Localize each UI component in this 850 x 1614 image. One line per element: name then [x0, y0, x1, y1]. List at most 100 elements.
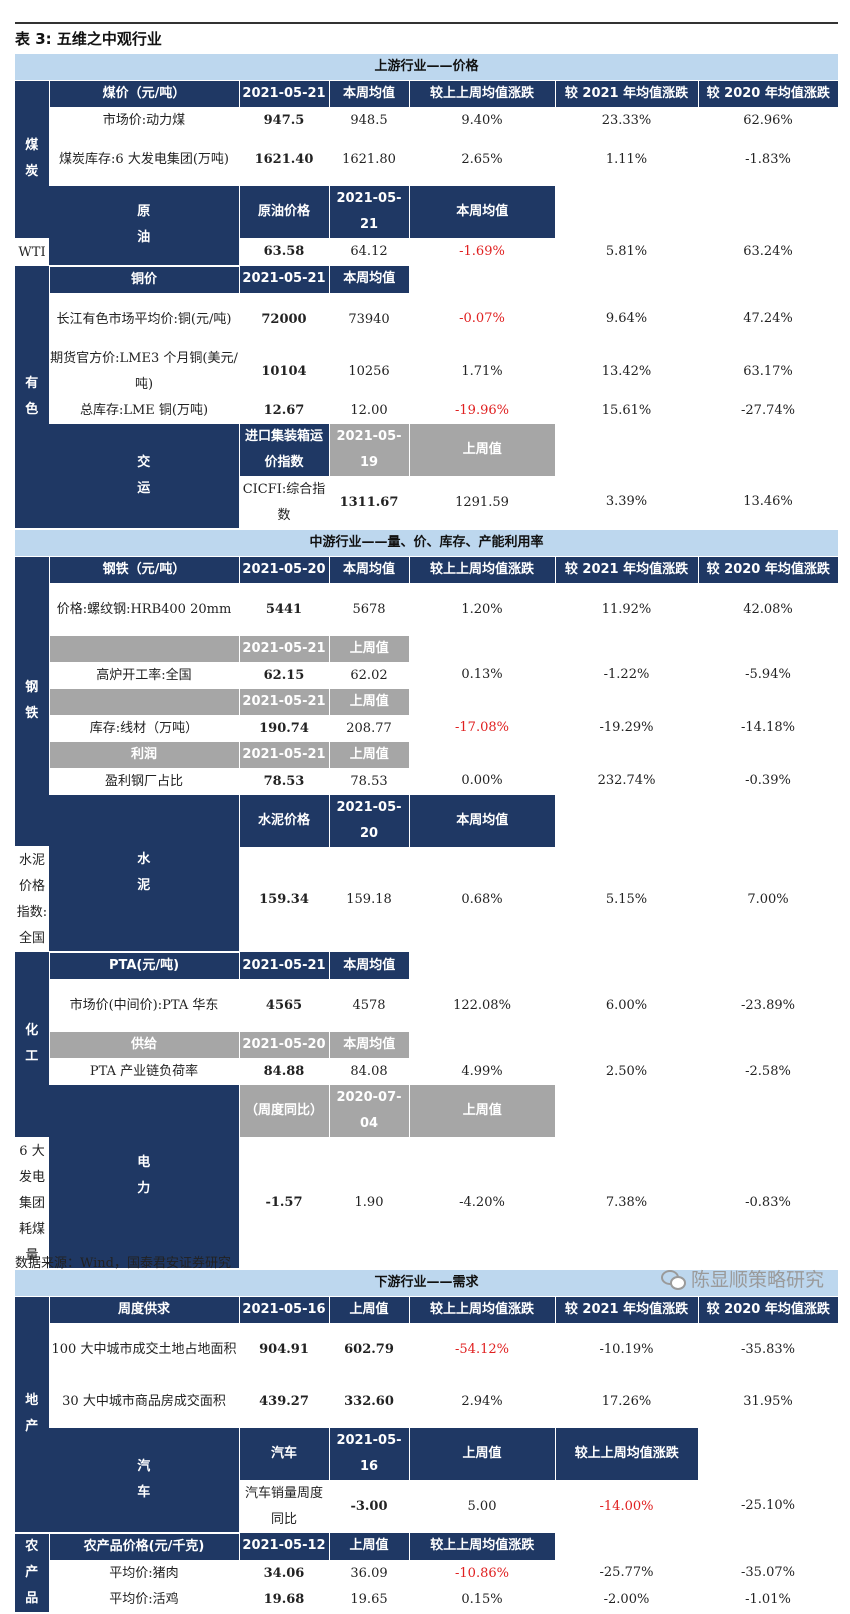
change-vs-prev: -17.08% [455, 720, 509, 736]
header-cell: 本周均值 [408, 186, 555, 239]
header-cell: 进口集装箱运价指数 [238, 423, 329, 477]
group-header-row: 农产品农产品价格(元/千克) 2021-05-12 上周值 较上上周均值涨跌 [15, 1532, 838, 1614]
change-vs-prev: 122.08% [453, 997, 511, 1013]
header-cell: 煤价（元/吨） [48, 80, 239, 108]
row-label: 盈利钢厂占比 [104, 773, 183, 789]
group-header-row: 2021-05-21 上周值 [15, 635, 838, 663]
header-cell: 2021-05-21 [238, 741, 329, 769]
row-label: 库存:线材（万吨） [89, 720, 199, 736]
table-row: 市场价:动力煤 947.5 948.5 9.40% 23.33% 62.96% [15, 108, 838, 135]
category-cell: 有色 [15, 265, 49, 530]
header-cell [555, 636, 698, 663]
value-date: 947.5 [263, 113, 305, 128]
change-vs-2021: -19.29% [599, 720, 654, 736]
value-date: 62.15 [263, 667, 305, 683]
header-cell [409, 1032, 555, 1059]
category-char: 铁 [25, 706, 39, 722]
change-vs-prev: 9.40% [461, 113, 503, 128]
change-vs-2020: -0.39% [745, 773, 791, 789]
category-char: 工 [25, 1049, 39, 1065]
change-vs-2020: -5.94% [745, 667, 791, 683]
value-avg: 208.77 [346, 720, 392, 736]
header-cell: 较 2020 年均值涨跌 [697, 80, 838, 108]
group-header-row: 交运进口集装箱运价指数 2021-05-19 上周值 [15, 423, 838, 530]
header-cell [698, 424, 838, 477]
row-label: 总库存:LME 铜(万吨) [79, 402, 209, 418]
value-date: 84.88 [263, 1064, 305, 1079]
header-cell: 上周值 [328, 1532, 409, 1561]
change-vs-2021: -25.10% [741, 1498, 795, 1514]
group-header-row: 原油原油价格 2021-05-21 本周均值 [15, 186, 838, 267]
header-cell: 2021-05-19 [328, 423, 409, 477]
change-vs-2021: -2.00% [603, 1591, 650, 1607]
category-char: 运 [137, 480, 151, 496]
value-date: -3.00 [350, 1498, 388, 1514]
value-date: 159.34 [259, 891, 309, 907]
category-char: 车 [137, 1484, 151, 1500]
value-avg: 1.90 [354, 1195, 384, 1211]
change-vs-2020: 47.24% [743, 311, 793, 327]
value-avg: 73940 [348, 311, 390, 327]
table-row: 100 大中城市成交土地占地面积 904.91 602.79 -54.12% -10.1… [15, 1323, 838, 1376]
change-vs-prev: -14.00% [599, 1498, 654, 1514]
category-char: 产 [25, 1564, 39, 1580]
row-label: CICFI:综合指数 [242, 481, 326, 523]
category-cell: 水泥 [49, 794, 239, 953]
header-cell: 本周均值 [328, 80, 409, 108]
table-row: 总库存:LME 铜(万吨) 12.67 12.00 -19.96% 15.61% -27.… [15, 398, 838, 424]
value-avg: 1291.59 [455, 494, 509, 510]
change-vs-2021: 23.33% [601, 113, 652, 128]
value-avg: 84.08 [350, 1064, 388, 1079]
header-cell: 较 2020 年均值涨跌 [697, 556, 838, 584]
value-date: 63.58 [263, 244, 305, 260]
table-row: CICFI:综合指数1311.671291.593.39%13.46%46.52… [15, 476, 838, 529]
row-label: 煤炭库存:6 大发电集团(万吨) [59, 152, 229, 167]
value-avg: 948.5 [350, 113, 388, 128]
change-vs-2021: 17.26% [601, 1393, 652, 1409]
value-avg: 1621.80 [342, 152, 396, 167]
change-vs-2021: 2.50% [605, 1063, 648, 1079]
value-date: 72000 [261, 311, 307, 327]
value-avg: 78.53 [350, 773, 388, 789]
category-char: 力 [137, 1181, 151, 1197]
header-cell [698, 1032, 838, 1059]
change-vs-prev: 0.00% [461, 773, 503, 789]
table-row: 煤炭库存:6 大发电集团(万吨) 1621.40 1621.80 2.65% 1.11%… [15, 134, 838, 186]
header-cell [555, 1032, 698, 1059]
change-vs-prev: 0.13% [461, 667, 503, 683]
change-vs-2021: -1.22% [603, 667, 650, 683]
group-header-row: 电力（周度同比） 2020-07-04 上周值 [15, 1085, 838, 1270]
header-cell: 农产品价格(元/千克) [48, 1532, 239, 1561]
row-label: 高炉开工率:全国 [96, 667, 192, 683]
change-vs-2020: 63.24% [743, 244, 793, 259]
row-label: PTA 产业链负荷率 [89, 1064, 199, 1079]
change-vs-prev: -19.96% [455, 402, 509, 418]
group-header-row: 地产周度供求 2021-05-16 上周值 较上上周均值涨跌较 2021 年均值涨跌较… [15, 1296, 838, 1534]
top-rule [15, 22, 838, 24]
table-row: 水泥价格指数:全国 159.34 159.18 0.68% 5.15% 7.00% [15, 847, 838, 952]
group-header-row: 水泥水泥价格 2021-05-20 本周均值 [15, 794, 838, 953]
header-cell [409, 952, 555, 980]
row-label: 100 大中城市成交土地占地面积 [51, 1341, 237, 1357]
row-label: WTI [18, 244, 46, 260]
section-row: 上游行业——价格 [15, 54, 838, 81]
watermark-text: 陈显顺策略研究 [690, 1269, 824, 1291]
category-char: 钢 [25, 680, 39, 696]
group-header-row: 汽车汽车 2021-05-16 上周值 较上上周均值涨跌 [15, 1427, 838, 1534]
header-cell [555, 424, 698, 477]
header-cell: 上周值 [328, 688, 409, 716]
category-char: 化 [25, 1023, 39, 1039]
header-cell: 本周均值 [328, 556, 409, 584]
value-date: 1621.40 [254, 152, 314, 167]
change-vs-2020: -14.18% [741, 720, 795, 736]
table-row: WTI 63.58 64.12 -1.69% 5.81% 63.24% [15, 239, 838, 266]
header-cell: 较 2021 年均值涨跌 [554, 80, 698, 108]
change-vs-prev: -1.69% [459, 244, 505, 260]
header-cell [409, 689, 555, 716]
category-cell: 电力 [49, 1085, 239, 1270]
group-header-row: 钢铁钢铁（元/吨） 2021-05-20 本周均值 较上上周均值涨跌较 2021 年均… [15, 556, 838, 848]
value-avg: 159.18 [346, 891, 392, 907]
table-row: 长江有色市场平均价:铜(元/吨) 72000 73940 -0.07% 9.64% 47.… [15, 293, 838, 346]
change-vs-2020: -27.74% [741, 402, 795, 418]
change-vs-2020: 31.95% [743, 1393, 793, 1409]
